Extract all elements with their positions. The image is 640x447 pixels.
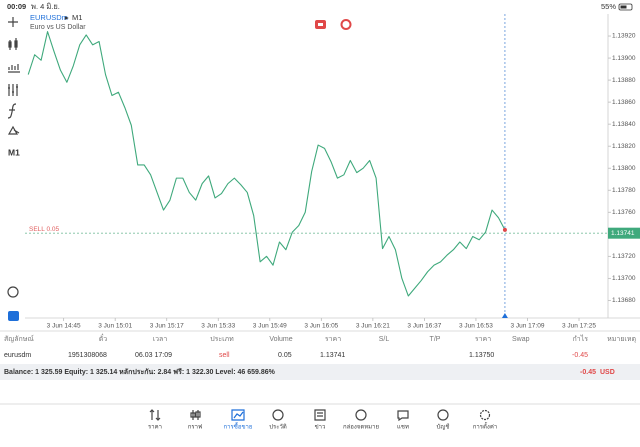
current-price-tag	[608, 227, 640, 239]
column-header: S/L	[379, 336, 390, 343]
chart-timeframe: M1	[72, 13, 82, 22]
x-tick-label: 3 Jun 16:53	[459, 323, 493, 330]
timeframe-button[interactable]: M1	[8, 147, 20, 157]
tab-icon[interactable]	[397, 410, 409, 422]
tab-icons	[149, 409, 491, 422]
sell-button-mark	[318, 23, 323, 26]
tab-label[interactable]: กล่องจดหมาย	[343, 424, 379, 431]
x-tick-label: 3 Jun 16:05	[304, 323, 338, 330]
crosshair-icon[interactable]	[8, 17, 18, 27]
y-tick-label: 1.13700	[612, 275, 636, 282]
x-tick-label: 3 Jun 15:49	[253, 323, 287, 330]
column-header: สัญลักษณ์	[4, 335, 34, 343]
symbol-description: Euro vs US Dollar	[30, 24, 86, 31]
tab-label[interactable]: ประวัติ	[269, 424, 287, 431]
objects-icon[interactable]	[7, 125, 20, 135]
y-tick-label: 1.13760	[612, 209, 636, 216]
x-tick-label: 3 Jun 17:09	[510, 323, 544, 330]
column-header: เวลา	[153, 336, 168, 343]
status-time: 00:09	[7, 2, 26, 11]
column-header: ประเภท	[210, 336, 234, 343]
tab-label[interactable]: บัญชี	[437, 423, 450, 431]
trades-table: สัญลักษณ์ ตั๋ว เวลา ประเภท Volume ราคา S/L T/P ร…	[4, 334, 636, 359]
y-tick-label: 1.13880	[612, 77, 636, 84]
indicators-icon[interactable]	[8, 64, 20, 73]
price-line	[27, 31, 506, 297]
cell: -0.45	[572, 352, 588, 359]
one-click-button[interactable]	[340, 19, 352, 30]
battery-level	[620, 5, 627, 9]
tab-icon[interactable]	[190, 410, 201, 420]
column-header: กำไร	[573, 334, 589, 343]
tab-icon[interactable]	[314, 409, 326, 421]
tab-label[interactable]: กราฟ	[188, 424, 202, 431]
x-tick-label: 3 Jun 17:25	[562, 323, 596, 330]
tab-icon[interactable]	[437, 409, 449, 421]
x-tick-label: 3 Jun 15:01	[98, 323, 132, 330]
last-point	[502, 227, 507, 232]
tab-icon[interactable]	[149, 409, 161, 421]
tab-label[interactable]: ข่าว	[315, 424, 326, 431]
tab-label[interactable]: แชท	[397, 424, 409, 431]
y-tick-label: 1.13720	[612, 253, 636, 260]
x-tick-label: 3 Jun 15:17	[150, 323, 184, 330]
cell: sell	[219, 352, 230, 359]
y-tick-label: 1.13820	[612, 143, 636, 150]
cell: 1951308068	[68, 352, 107, 359]
function-icon[interactable]	[7, 103, 17, 119]
left-toolbar: M1	[7, 17, 20, 321]
column-header: T/P	[430, 336, 441, 343]
chart: 1.13680 1.13700 1.13720 1.13760 1.13780 1.138…	[25, 14, 640, 330]
symbol[interactable]: EURUSDm	[30, 13, 68, 22]
cell: 0.05	[278, 352, 292, 359]
x-tick-label: 3 Jun 16:21	[356, 323, 390, 330]
position-label: SELL 0.05	[29, 226, 60, 233]
tab-icon[interactable]	[231, 409, 245, 421]
cell: 06.03 17:09	[135, 352, 172, 359]
cell: 1.13750	[469, 352, 494, 359]
y-tick-label: 1.13840	[612, 121, 636, 128]
y-tick-label: 1.13860	[612, 99, 636, 106]
cell: 1.13741	[320, 352, 345, 359]
y-tick-label: 1.13920	[612, 33, 636, 40]
x-tick-label: 3 Jun 16:37	[407, 323, 441, 330]
chart-type-icon[interactable]	[8, 38, 18, 50]
y-tick-label: 1.13780	[612, 187, 636, 194]
column-header: Swap	[512, 336, 530, 343]
cell: eurusdm	[4, 352, 31, 359]
current-price-label: 1.13741	[611, 230, 635, 237]
status-date: พ. 4 มิ.ย.	[31, 2, 60, 11]
trade-icon[interactable]	[8, 311, 19, 321]
summary-currency: USD	[600, 369, 615, 376]
tab-label[interactable]: การซื้อขาย	[224, 421, 253, 431]
separator: ▸	[65, 13, 69, 22]
last-bar-marker	[501, 313, 508, 318]
y-tick-label: 1.13800	[612, 165, 636, 172]
column-header: ราคา	[325, 336, 341, 343]
tab-icon[interactable]	[355, 409, 367, 421]
summary-profit: -0.45	[580, 369, 596, 376]
tab-bar: ราคา กราฟ การซื้อขาย ประวัติ ข่าว กล่องจดหมาย…	[148, 421, 497, 431]
summary-bar	[0, 364, 640, 380]
column-header: หมายเหตุ	[607, 336, 636, 343]
battery-icon	[618, 3, 633, 11]
summary-text: Balance: 1 325.59 Equity: 1 325.14 หลักป…	[4, 368, 276, 376]
x-tick-label: 3 Jun 14:45	[47, 323, 81, 330]
tab-label[interactable]: การตั้งค่า	[473, 421, 497, 431]
column-header: Volume	[269, 336, 292, 343]
tab-label[interactable]: ราคา	[148, 424, 162, 431]
settings-icon[interactable]	[8, 84, 18, 96]
status-battery: 55%	[601, 2, 616, 11]
tab-icon[interactable]	[272, 409, 284, 421]
y-tick-label: 1.13680	[612, 297, 636, 304]
y-tick-label: 1.13900	[612, 55, 636, 62]
column-header: ตั๋ว	[99, 334, 108, 343]
tab-icon[interactable]	[479, 409, 491, 421]
zoom-icon[interactable]	[7, 286, 19, 298]
x-tick-label: 3 Jun 15:33	[201, 323, 235, 330]
column-header: ราคา	[475, 336, 491, 343]
